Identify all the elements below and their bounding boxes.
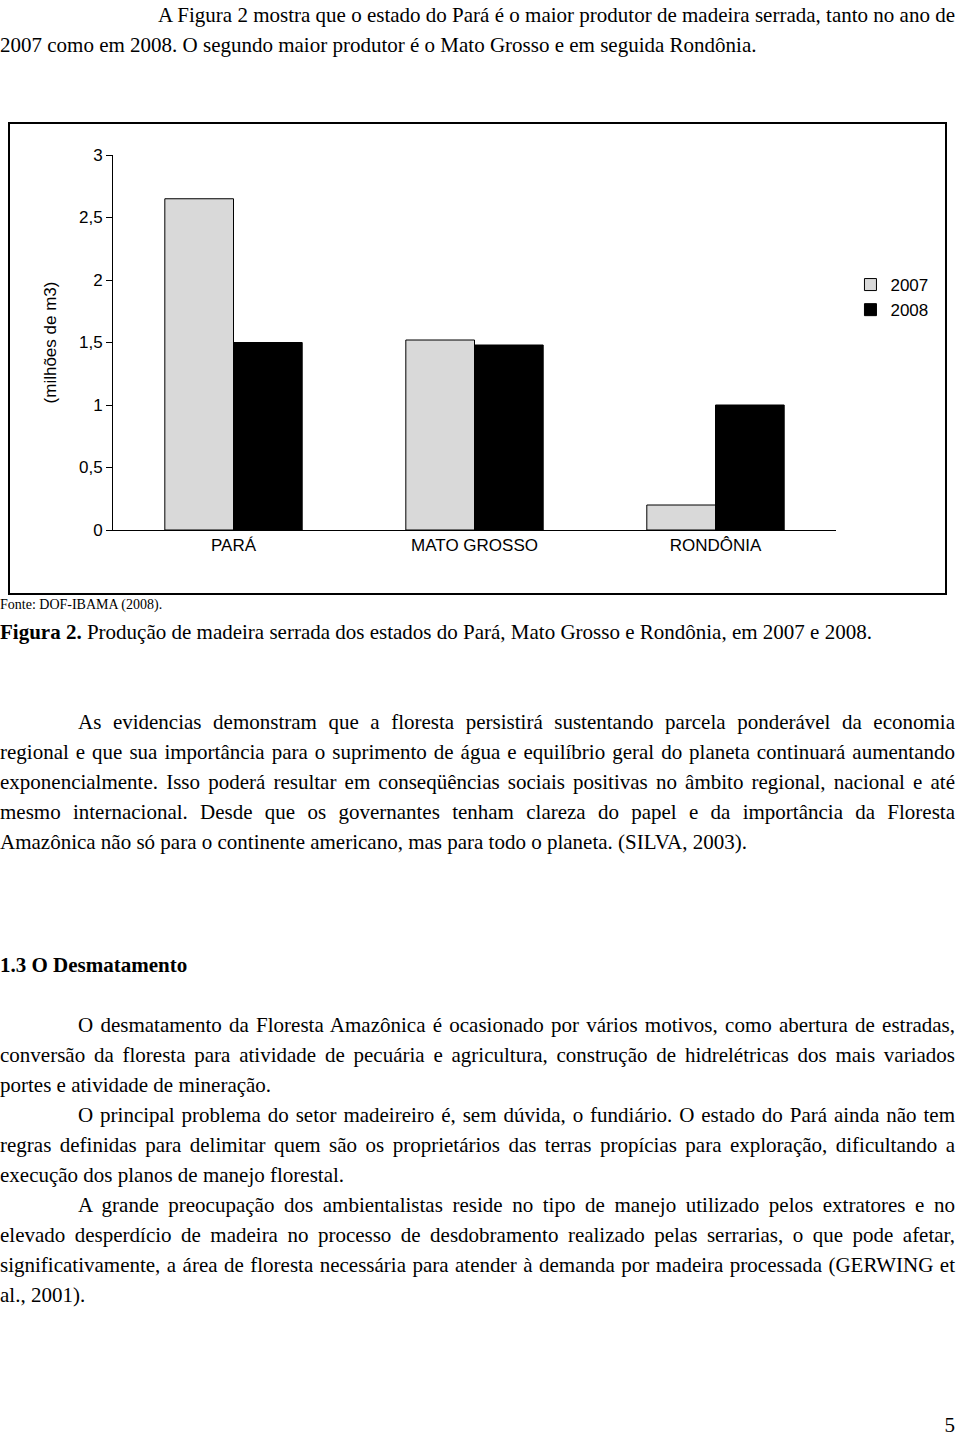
html-text:1.3 O Desmatamento: 1.3 O Desmatamento	[0, 953, 188, 977]
html-text:Figura 2. Produção de madeira: Figura 2. Produção de madeira serrada do…	[0, 620, 872, 644]
svg-text:1,5: 1,5	[79, 333, 103, 352]
svg-text:(milhões de m3): (milhões de m3)	[41, 282, 60, 404]
html-text:Fonte: DOF-IBAMA (2008).: Fonte: DOF-IBAMA (2008).	[0, 597, 163, 612]
svg-text:2,5: 2,5	[79, 208, 103, 227]
svg-text:0,5: 0,5	[79, 458, 103, 477]
svg-text:PARÁ: PARÁ	[211, 536, 257, 555]
html-text:A Figura 2 mostra que o estado: A Figura 2 mostra que o estado do Pará é…	[0, 3, 955, 57]
html-text:A grande preocupação dos ambie: A grande preocupação dos ambientalistas …	[0, 1193, 955, 1307]
html-text:As evidencias demonstram que a: As evidencias demonstram que a floresta …	[0, 710, 955, 854]
svg-text:1: 1	[93, 396, 102, 415]
svg-text:0: 0	[93, 521, 102, 540]
html-text:O desmatamento da Floresta Ama: O desmatamento da Floresta Amazônica é o…	[0, 1013, 955, 1097]
svg-text:RONDÔNIA: RONDÔNIA	[670, 536, 762, 555]
svg-text:MATO GROSSO: MATO GROSSO	[411, 536, 538, 555]
svg-text:2008: 2008	[890, 301, 928, 320]
html-text:5: 5	[944, 1413, 955, 1437]
html-text:O principal problema do setor: O principal problema do setor madeireiro…	[0, 1103, 955, 1187]
svg-text:2007: 2007	[890, 276, 928, 295]
svg-text:2: 2	[93, 271, 102, 290]
svg-text:3: 3	[93, 146, 102, 165]
